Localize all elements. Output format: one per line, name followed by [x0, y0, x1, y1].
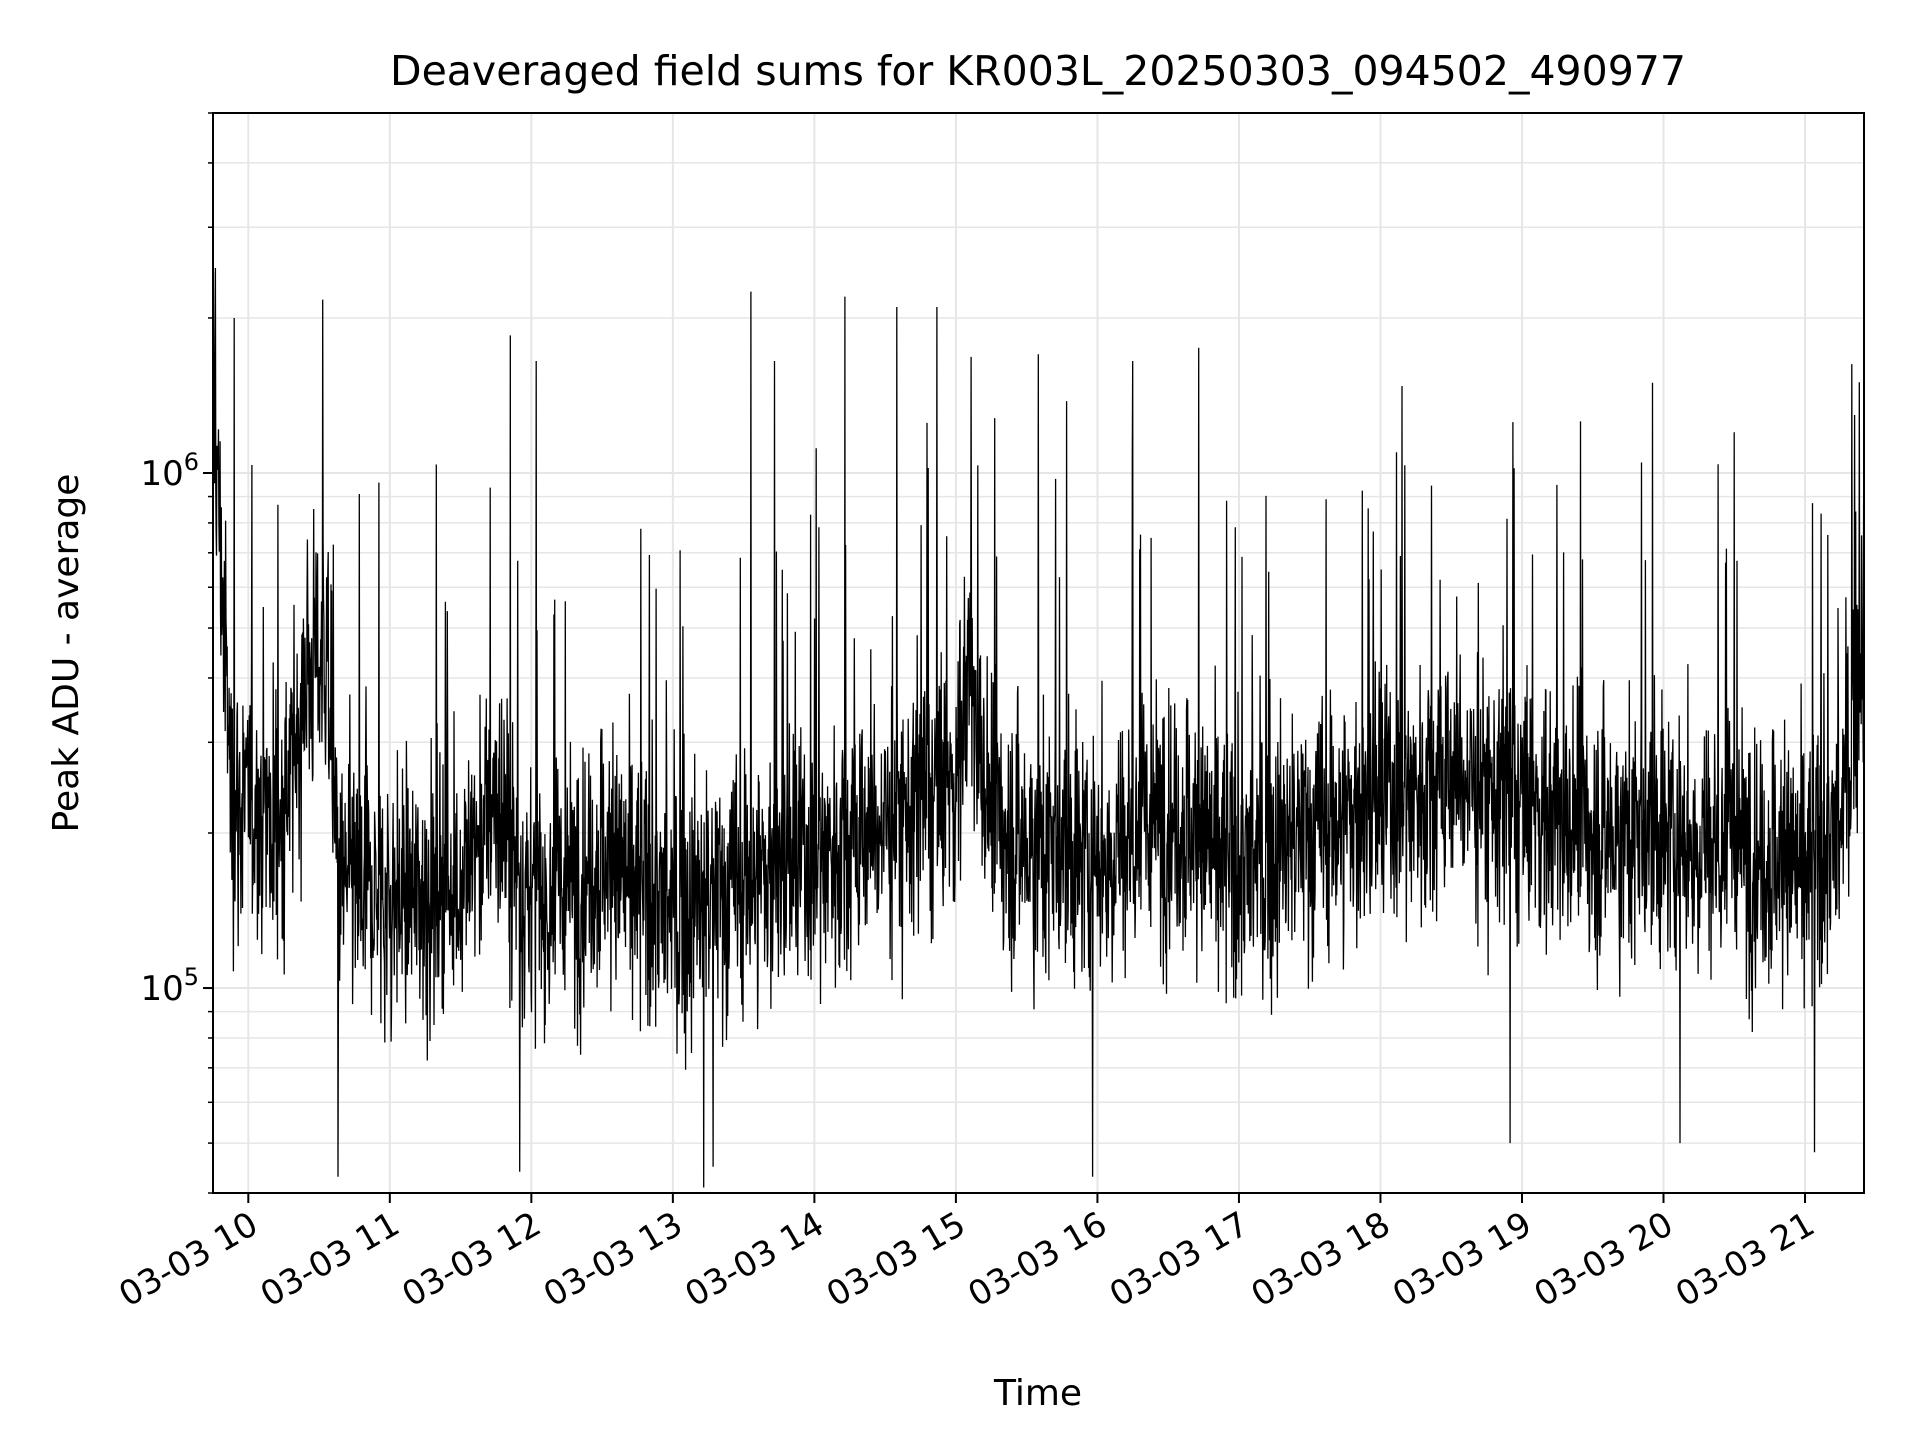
series-line — [212, 267, 1865, 1188]
plot-frame — [212, 112, 1865, 1194]
y-tick-label: 106 — [140, 448, 199, 494]
x-axis-label: Time — [993, 1373, 1082, 1414]
chart-title: Deaveraged field sums for KR003L_2025030… — [390, 47, 1686, 95]
y-tick-label: 105 — [140, 963, 199, 1009]
data-layer — [212, 267, 1865, 1188]
y-axis-label: Peak ADU - average — [46, 474, 87, 833]
